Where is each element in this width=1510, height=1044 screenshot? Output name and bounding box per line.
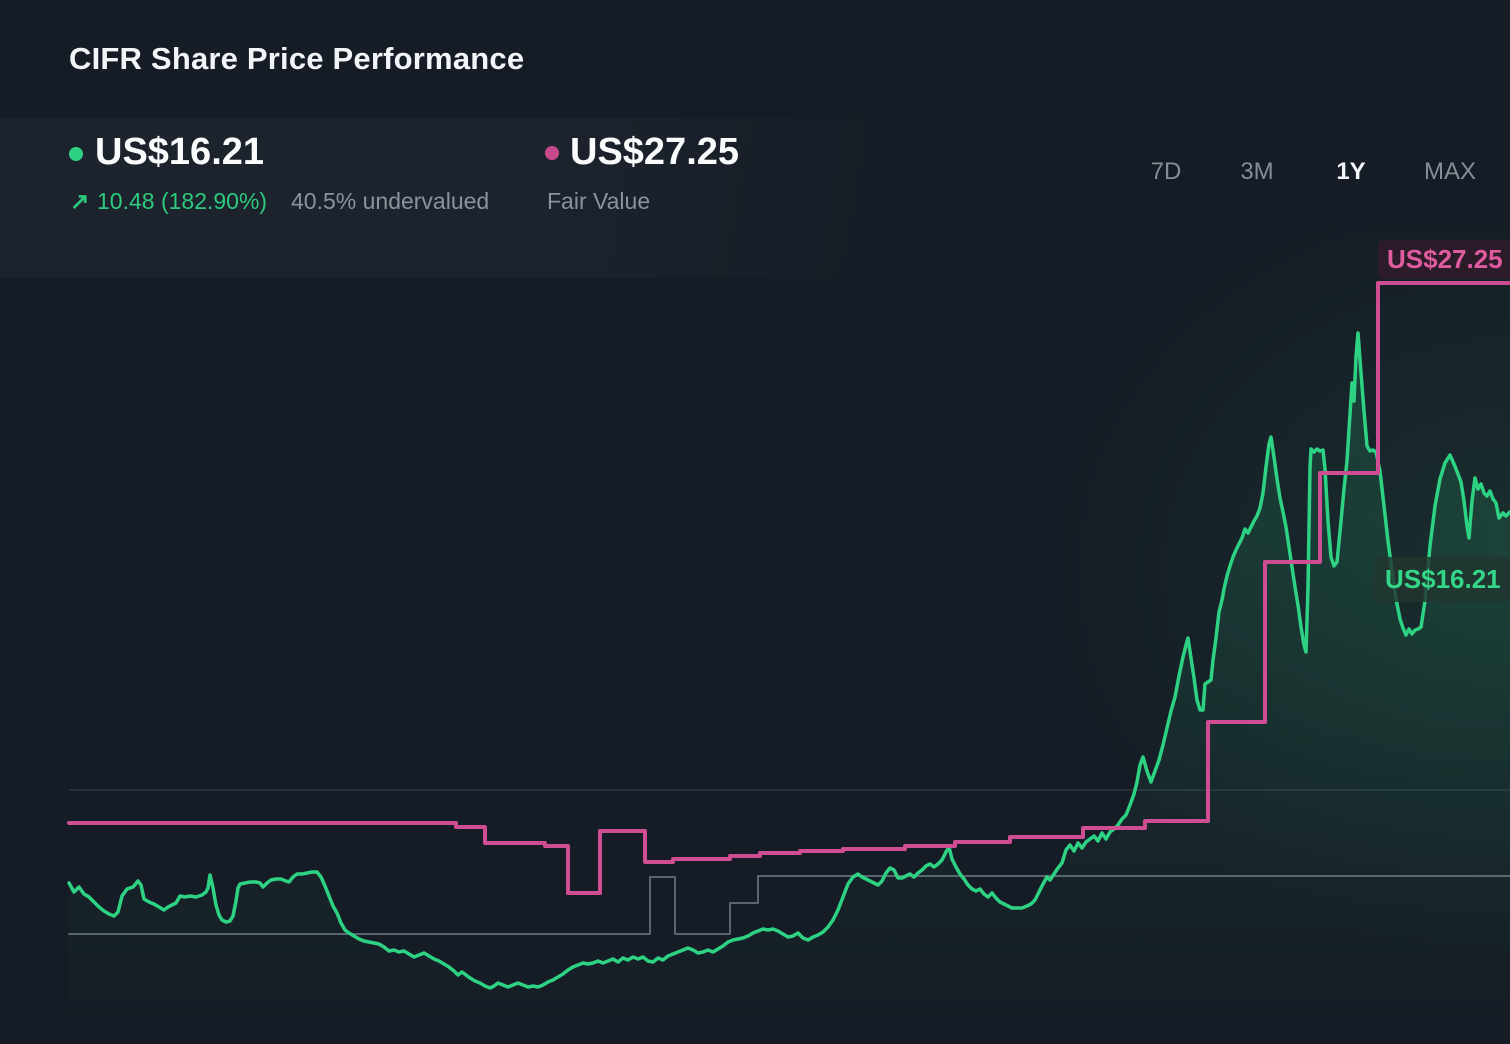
undervalued-label: 40.5% undervalued xyxy=(291,188,490,214)
share-price-value: US$16.21 xyxy=(95,131,265,173)
range-option-max[interactable]: MAX xyxy=(1423,158,1477,185)
range-option-3m[interactable]: 3M xyxy=(1240,158,1274,185)
share-price-dot-icon xyxy=(69,147,83,161)
fair-value-end-badge: US$27.25 xyxy=(1378,240,1510,279)
fair-value-dot-icon xyxy=(545,146,559,160)
fair-value-value: US$27.25 xyxy=(570,131,740,173)
fair-value-label: Fair Value xyxy=(547,188,651,214)
range-option-1y[interactable]: 1Y xyxy=(1336,158,1366,185)
page-title: CIFR Share Price Performance xyxy=(69,41,525,76)
range-option-7d[interactable]: 7D xyxy=(1150,158,1182,185)
share-price-change: 10.48 (182.90%) xyxy=(97,188,268,214)
background-sheen xyxy=(0,118,950,278)
share-price-end-badge: US$16.21 xyxy=(1374,557,1510,602)
price-up-arrow-icon: ↗ xyxy=(70,188,90,214)
